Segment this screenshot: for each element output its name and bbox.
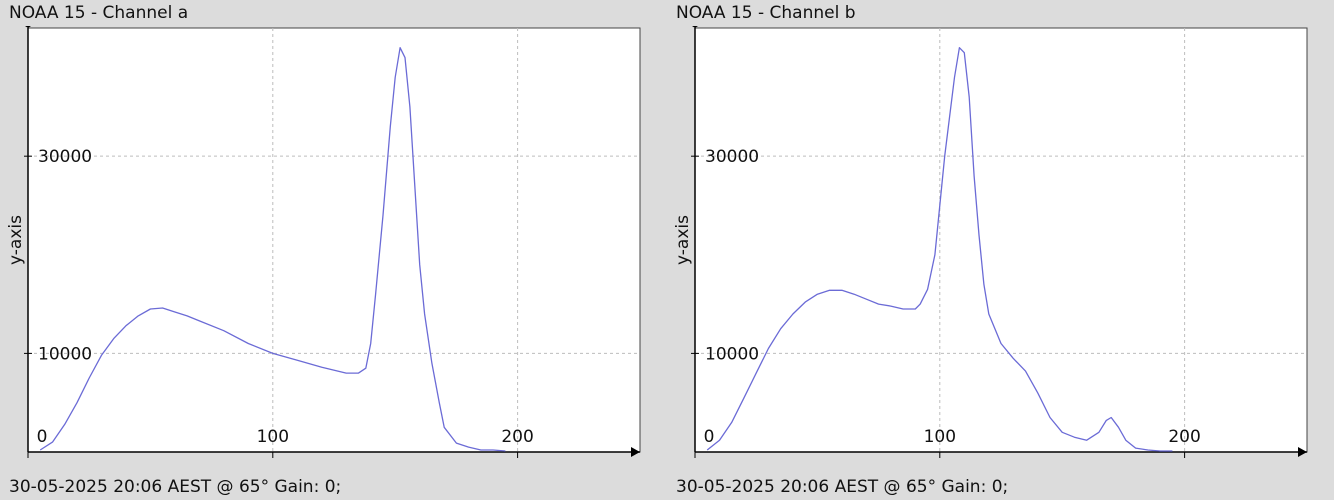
y-axis-label: y-axis xyxy=(6,215,26,265)
y-axis-arrow-icon xyxy=(692,26,698,28)
chart-plot-channel-a: 0 100 200 10000 30000 y-axis xyxy=(6,26,641,458)
chart-plot-channel-b: 0 100 200 10000 30000 y-axis xyxy=(673,26,1308,458)
y-tick-label: 30000 xyxy=(38,147,92,167)
y-tick-label: 10000 xyxy=(38,344,92,364)
x-tick-label: 0 xyxy=(37,427,48,447)
x-axis-arrow-icon xyxy=(1298,447,1307,457)
chart-title: NOAA 15 - Channel a xyxy=(9,3,189,23)
plot-area xyxy=(27,27,641,453)
x-axis-arrow-icon xyxy=(631,447,640,457)
chart-footer: 30-05-2025 20:06 AEST @ 65° Gain: 0; xyxy=(676,477,1009,497)
series-line xyxy=(39,47,506,452)
y-tick-label: 30000 xyxy=(705,147,759,167)
series-line xyxy=(706,47,1173,452)
y-axis-arrow-icon xyxy=(25,26,31,28)
y-tick-label: 10000 xyxy=(705,344,759,364)
x-tick-label: 100 xyxy=(257,427,289,447)
chart-footer: 30-05-2025 20:06 AEST @ 65° Gain: 0; xyxy=(9,477,342,497)
x-tick-label: 100 xyxy=(924,427,956,447)
chart-panel-channel-b: NOAA 15 - Channel b 0 100 200 10000 30000 y-a… xyxy=(667,0,1334,500)
chart-title: NOAA 15 - Channel b xyxy=(676,3,856,23)
x-tick-label: 200 xyxy=(1168,427,1200,447)
y-axis-label: y-axis xyxy=(673,215,693,265)
chart-panel-channel-a: NOAA 15 - Channel a 0 100 200 10000 30000 y-a… xyxy=(6,3,641,497)
x-tick-label: 200 xyxy=(501,427,533,447)
x-tick-label: 0 xyxy=(704,427,715,447)
plot-area xyxy=(694,27,1308,453)
